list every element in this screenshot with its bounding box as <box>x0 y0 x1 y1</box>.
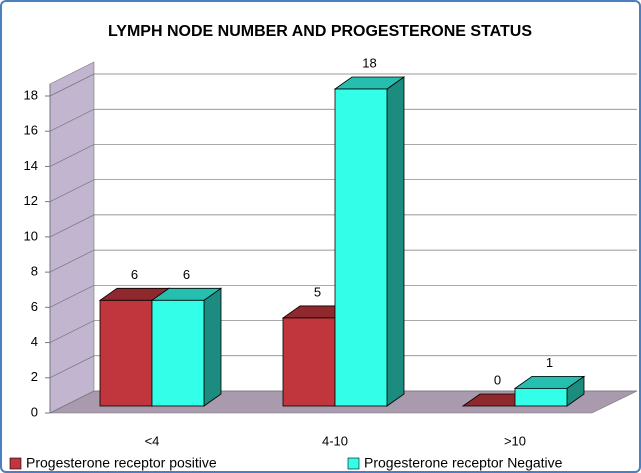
y-tick-label: 6 <box>31 299 38 314</box>
bar-front <box>334 88 388 407</box>
y-tick-label: 4 <box>31 334 38 349</box>
y-tick-label: 14 <box>24 158 38 173</box>
grid-line <box>49 284 637 308</box>
grid-line <box>49 390 637 414</box>
value-label: 0 <box>494 372 501 387</box>
value-label: 5 <box>314 284 321 299</box>
value-label: 1 <box>546 355 553 370</box>
bar-side <box>203 287 222 407</box>
bar-front <box>99 299 153 407</box>
grid-line <box>49 355 637 379</box>
grid-line <box>49 320 637 343</box>
value-label: 6 <box>131 267 138 282</box>
bar <box>333 76 406 407</box>
grid-line <box>49 73 637 97</box>
bar-side <box>386 76 405 407</box>
x-tick-label: 4-10 <box>322 433 348 448</box>
value-label: 6 <box>183 267 190 282</box>
y-tick-label: 18 <box>24 87 38 102</box>
x-tick-label: >10 <box>504 433 526 448</box>
bar <box>150 287 223 407</box>
bar <box>513 375 586 407</box>
grid-line <box>49 214 637 238</box>
y-tick-label: 8 <box>31 264 38 279</box>
bar-front <box>282 317 336 407</box>
grid-line <box>49 108 637 132</box>
grid-line <box>49 249 637 273</box>
legend-label: Progesterone receptor Negative <box>364 455 563 471</box>
value-label: 18 <box>362 55 376 70</box>
legend-swatch <box>347 457 360 470</box>
y-tick-label: 2 <box>31 369 38 384</box>
x-tick-label: <4 <box>145 433 160 448</box>
side-wall <box>49 61 95 414</box>
y-tick-label: 12 <box>24 193 38 208</box>
y-tick-label: 0 <box>31 404 38 419</box>
bar-front <box>514 387 568 407</box>
y-tick-label: 16 <box>24 123 38 138</box>
grid-line <box>49 144 637 167</box>
legend-swatch <box>9 457 22 470</box>
grid-line <box>49 179 637 202</box>
legend-label: Progesterone receptor positive <box>26 455 217 471</box>
bar-front <box>151 299 205 407</box>
chart-title: LYMPH NODE NUMBER AND PROGESTERONE STATU… <box>108 23 532 40</box>
y-tick-label: 10 <box>24 228 38 243</box>
